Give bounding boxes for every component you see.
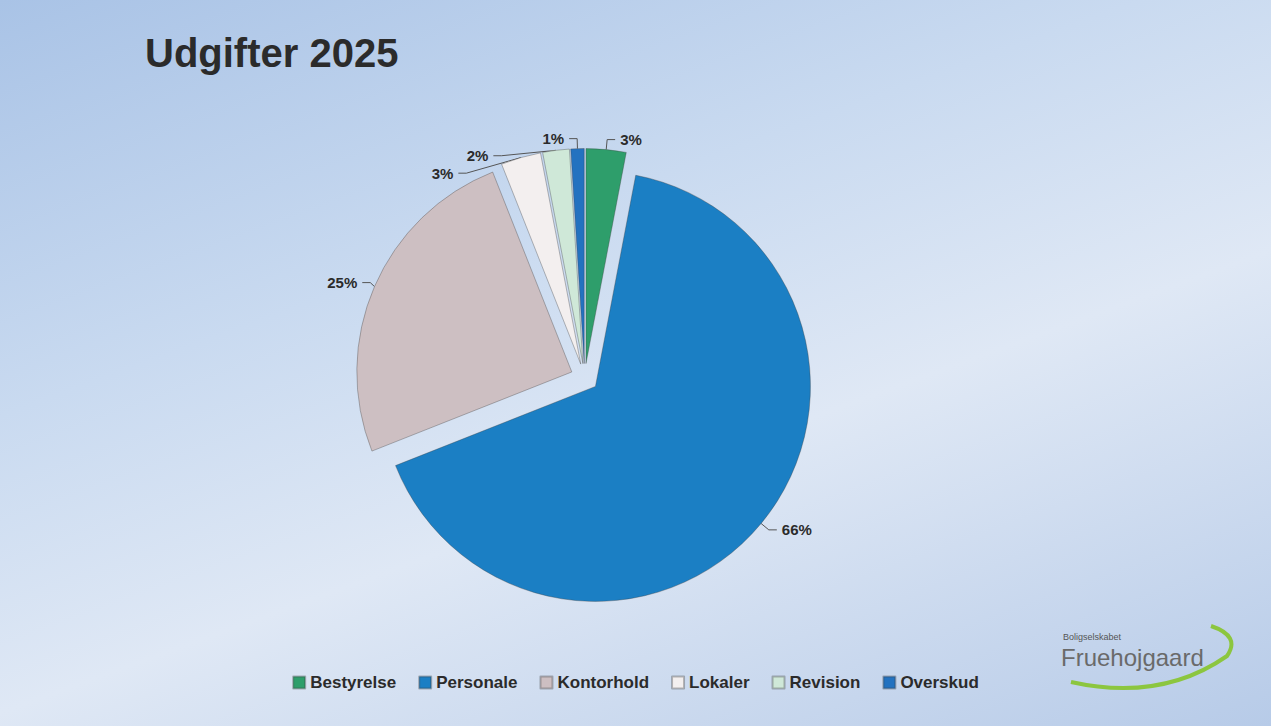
svg-text:1%: 1%	[542, 130, 564, 147]
svg-text:3%: 3%	[432, 165, 454, 182]
svg-text:Lokaler: Lokaler	[689, 673, 750, 692]
svg-text:Udgifter 2025: Udgifter 2025	[145, 31, 398, 75]
svg-text:Personale: Personale	[436, 673, 517, 692]
svg-text:Bestyrelse: Bestyrelse	[310, 673, 396, 692]
svg-text:Revision: Revision	[790, 673, 861, 692]
svg-text:2%: 2%	[467, 147, 489, 164]
html-text:Fruehojgaard: Fruehojgaard	[1061, 644, 1204, 671]
svg-text:Kontorhold: Kontorhold	[557, 673, 649, 692]
svg-text:Overskud: Overskud	[900, 673, 978, 692]
svg-text:3%: 3%	[620, 131, 642, 148]
svg-text:25%: 25%	[327, 274, 357, 291]
svg-text:66%: 66%	[782, 521, 812, 538]
html-text:Boligselskabet: Boligselskabet	[1063, 632, 1121, 642]
